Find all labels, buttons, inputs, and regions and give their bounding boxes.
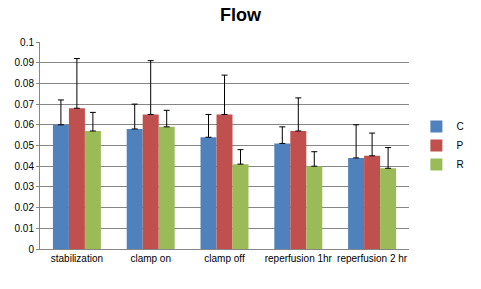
svg-text:0: 0 bbox=[28, 244, 34, 255]
svg-text:0.02: 0.02 bbox=[15, 202, 35, 213]
svg-text:clamp off: clamp off bbox=[204, 253, 245, 264]
svg-text:0.05: 0.05 bbox=[15, 140, 35, 151]
svg-text:0.04: 0.04 bbox=[15, 161, 35, 172]
svg-text:P: P bbox=[456, 140, 463, 151]
svg-text:0.1: 0.1 bbox=[20, 37, 34, 48]
svg-text:clamp on: clamp on bbox=[130, 253, 171, 264]
svg-text:Flow: Flow bbox=[220, 5, 262, 25]
svg-text:R: R bbox=[456, 159, 463, 170]
svg-text:0.07: 0.07 bbox=[15, 99, 35, 110]
svg-text:0.06: 0.06 bbox=[15, 119, 35, 130]
svg-text:reperfusion 2 hr: reperfusion 2 hr bbox=[337, 253, 408, 264]
svg-text:0.03: 0.03 bbox=[15, 181, 35, 192]
svg-text:C: C bbox=[456, 121, 463, 132]
svg-text:0.09: 0.09 bbox=[15, 57, 35, 68]
svg-text:stabilization: stabilization bbox=[51, 253, 103, 264]
svg-text:0.08: 0.08 bbox=[15, 78, 35, 89]
svg-text:0.01: 0.01 bbox=[15, 223, 35, 234]
svg-text:reperfusion 1hr: reperfusion 1hr bbox=[265, 253, 333, 264]
